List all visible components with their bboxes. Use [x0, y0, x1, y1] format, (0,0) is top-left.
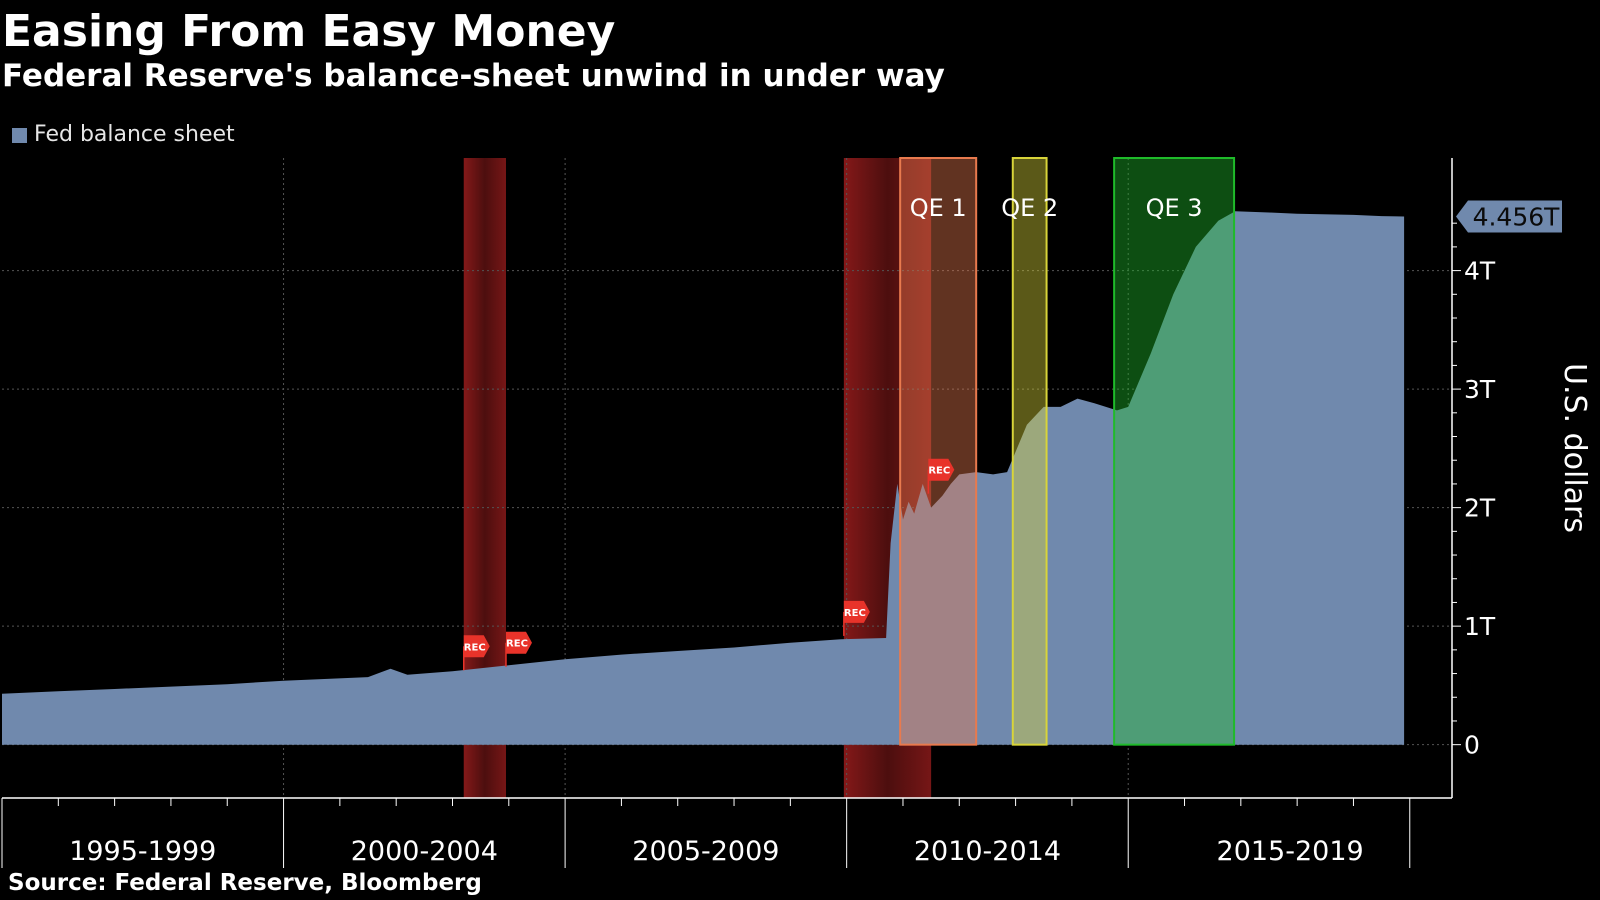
rec-flag-label: REC [844, 608, 866, 619]
x-tick-label: 2005-2009 [632, 836, 779, 867]
chart-subtitle: Federal Reserve's balance-sheet unwind i… [2, 58, 945, 94]
rec-flag-label: REC [928, 466, 950, 477]
x-tick-label: 1995-1999 [69, 836, 216, 867]
rec-flag-label: REC [464, 642, 486, 653]
source-note: Source: Federal Reserve, Bloomberg [8, 870, 482, 896]
rec-flag-label: REC [506, 639, 528, 650]
x-tick-label: 2010-2014 [914, 836, 1061, 867]
legend: Fed balance sheet [12, 122, 235, 147]
legend-swatch [12, 127, 27, 143]
qe-band [1011, 157, 1048, 746]
rec-flag [463, 635, 490, 658]
last-value-box [1456, 200, 1562, 233]
legend-label: Fed balance sheet [34, 122, 235, 147]
rec-flag [928, 458, 955, 481]
y-tick-label: 1T [1464, 612, 1496, 641]
y-tick-label: 4T [1464, 257, 1496, 286]
y-tick-label: 2T [1464, 494, 1496, 523]
y-tick-label: 3T [1464, 375, 1496, 404]
qe-band-label: QE 2 [1001, 194, 1058, 222]
y-tick-label: 0 [1464, 731, 1480, 760]
qe-band-label: QE 1 [910, 194, 967, 222]
rec-flag [843, 600, 870, 623]
x-tick-label: 2015-2019 [1217, 836, 1364, 867]
qe-band-label: QE 3 [1146, 194, 1203, 222]
last-value-label: 4.456T [1473, 203, 1561, 232]
chart-title: Easing From Easy Money [2, 6, 616, 57]
y-axis-title: U.S. dollars [1557, 363, 1592, 533]
qe-band [1113, 157, 1236, 746]
series-area-fed-balance-sheet [2, 211, 1405, 745]
rec-flag [505, 631, 532, 654]
qe-band [899, 157, 978, 746]
x-tick-label: 2000-2004 [351, 836, 498, 867]
